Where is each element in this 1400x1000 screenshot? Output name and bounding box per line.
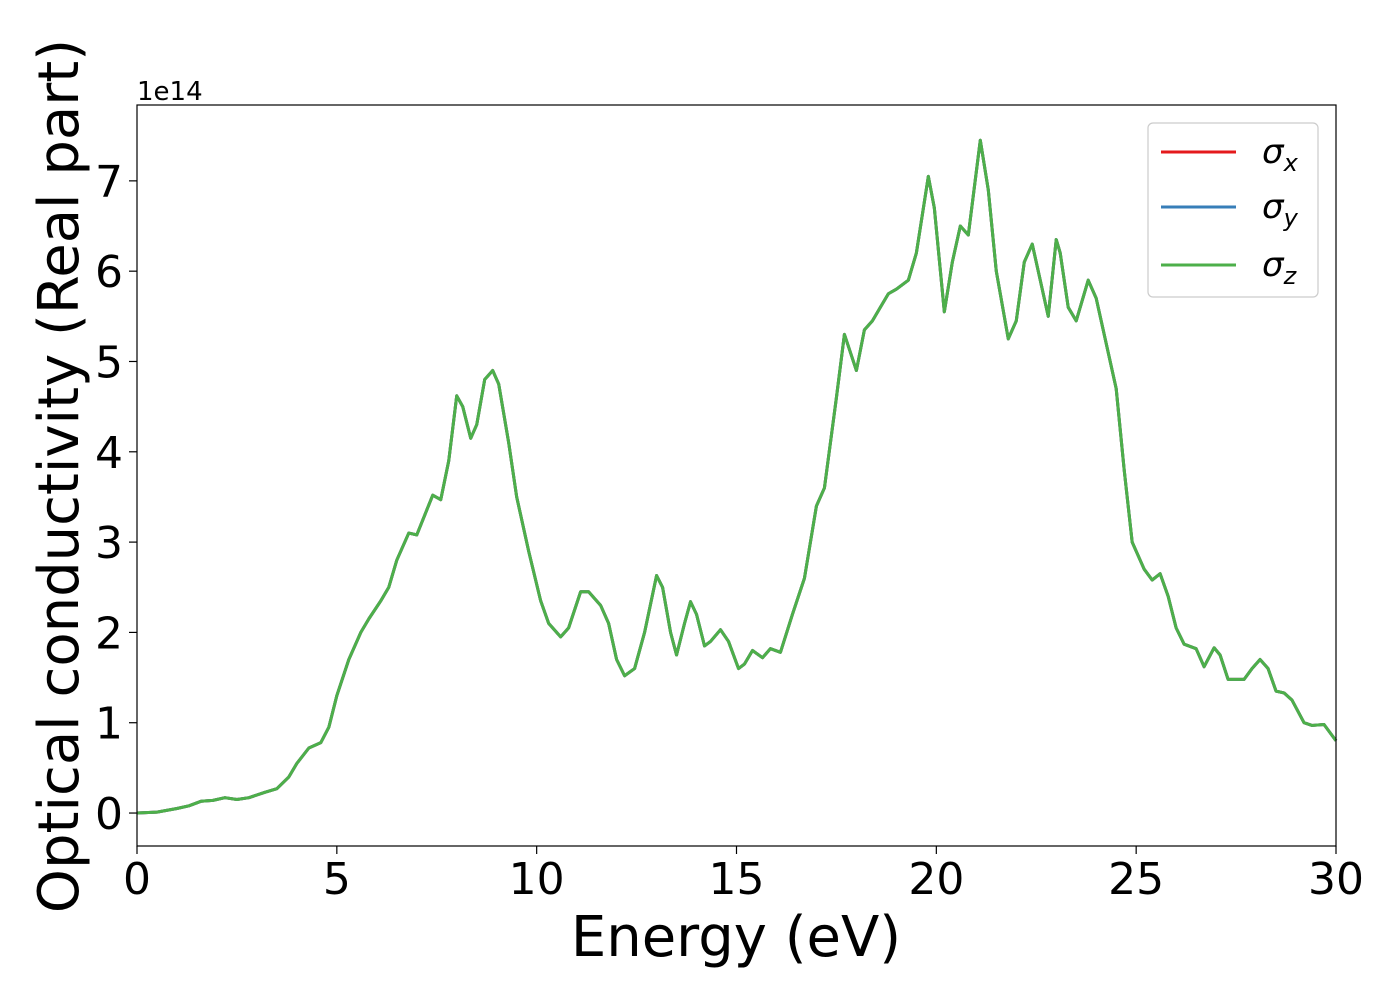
legend-label: σx [1262,132,1299,177]
y-tick-label: 5 [95,337,123,388]
y-tick-label: 6 [95,247,123,298]
legend-label: σy [1262,187,1299,232]
x-tick-label: 30 [1308,854,1364,905]
legend-label: σz [1262,245,1298,290]
x-tick-label: 5 [323,854,351,905]
x-axis-label: Energy (eV) [571,905,901,970]
x-tick-label: 25 [1108,854,1164,905]
x-tick-label: 10 [509,854,565,905]
series-line [136,138,1338,815]
y-offset-label: 1e14 [137,77,203,107]
y-tick-label: 3 [95,518,123,569]
y-axis-label: Optical conductivity (Real part) [27,39,92,913]
x-tick-label: 20 [908,854,964,905]
plot-frame [136,104,1337,847]
x-tick-label: 0 [123,854,151,905]
y-tick-label: 1 [95,699,123,750]
y-tick-label: 2 [95,608,123,659]
legend-box [1147,122,1319,298]
y-tick-label: 0 [95,789,123,840]
y-tick-label: 7 [95,157,123,208]
x-tick-label: 15 [709,854,765,905]
y-tick-label: 4 [95,428,123,479]
